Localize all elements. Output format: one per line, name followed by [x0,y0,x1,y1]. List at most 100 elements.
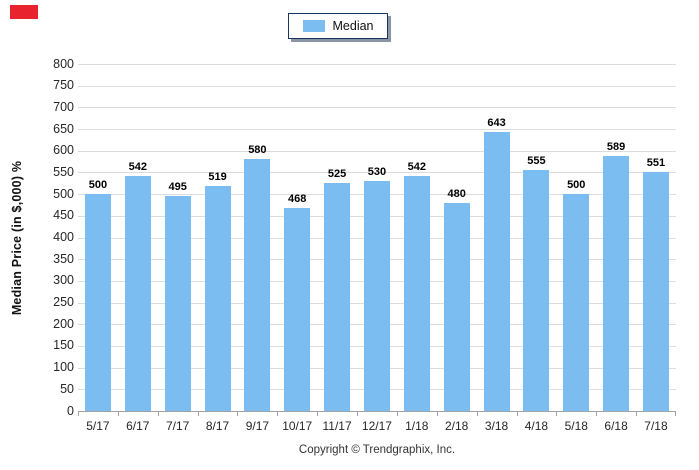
bar-1/18 [403,175,430,411]
bar-value-label: 525 [327,168,347,181]
y-tick-label: 800 [53,56,74,71]
x-axis-tick [317,412,318,416]
gridline [78,85,676,87]
bar-2/18 [443,202,470,411]
x-tick-label: 8/17 [205,419,230,433]
x-tick-label: 9/17 [245,419,270,433]
bar-6/18 [603,155,630,411]
x-axis-tick [118,412,119,416]
x-tick-label: 3/18 [484,419,509,433]
y-tick-label: 650 [53,121,74,136]
x-axis-tick [556,412,557,416]
x-axis-tick [277,412,278,416]
x-tick-label: 7/17 [165,419,190,433]
x-tick-label: 12/17 [361,419,392,433]
y-tick-label: 500 [53,186,74,201]
bar-slot: 468 [277,64,317,411]
y-tick-label: 350 [53,251,74,266]
y-tick-label: 250 [53,295,74,310]
bar-value-label: 580 [248,144,267,157]
x-axis-tick [636,412,637,416]
x-axis-tick [596,412,597,416]
x-axis-tick [158,412,159,416]
bar-slot: 519 [198,64,238,411]
copyright-text: Copyright © Trendgraphix, Inc. [298,444,456,456]
bar-value-label: 643 [487,117,506,130]
y-tick-label: 200 [53,316,74,331]
bar-slot: 525 [317,64,357,411]
bars-layer: 500 542 495 519 580 468 525 530 542 480 643 555 500 5… [78,64,676,411]
gridline [78,172,676,174]
gridline [78,150,676,152]
x-axis-tick [675,412,676,416]
x-tick-label: 2/18 [444,419,469,433]
bar-slot: 580 [237,64,277,411]
x-axis-tick [477,412,478,416]
gridline [78,129,676,131]
bar-slot: 643 [477,64,517,411]
bar-5/18 [563,194,590,411]
y-tick-label: 50 [60,381,74,396]
x-tick-label: 4/18 [524,419,549,433]
bar-value-label: 495 [168,181,187,194]
y-tick-label: 700 [53,99,74,114]
x-axis-tick [78,412,79,416]
y-axis-tick-labels: 0 50 100 150 200 250 300 350 400 450 500 550 600 650 7… [0,0,74,470]
bar-8/17 [204,185,231,411]
bar-value-label: 500 [88,179,108,192]
bar-value-label: 480 [447,187,466,200]
bar-slot: 542 [118,64,158,411]
x-tick-label: 6/18 [604,419,628,433]
bar-slot: 555 [516,64,556,411]
y-tick-label: 100 [53,360,74,375]
bar-value-label: 519 [208,170,227,183]
x-axis-tick [437,412,438,416]
x-axis-tick [397,412,398,416]
x-tick-label: 7/18 [644,419,668,433]
y-tick-label: 600 [53,143,74,158]
plot-area: 500 542 495 519 580 468 525 530 542 480 643 555 500 5… [78,64,676,433]
y-tick-label: 150 [53,338,74,353]
bar-slot: 480 [437,64,477,411]
bar-value-label: 468 [288,193,307,206]
bar-slot: 589 [596,64,636,411]
bar-value-label: 555 [527,155,546,168]
bar-slot: 500 [556,64,596,411]
bar-12/17 [363,181,390,411]
bar-11/17 [324,183,351,411]
bar-value-label: 542 [128,160,147,173]
gridline [78,107,676,109]
y-tick-label: 0 [67,403,74,418]
x-tick-label: 11/17 [322,419,352,433]
bar-10/17 [284,208,311,411]
bar-9/17 [244,159,271,411]
bar-6/17 [124,175,151,411]
bar-3/18 [483,132,510,411]
bar-5/17 [84,194,111,411]
y-tick-label: 450 [53,208,74,223]
y-tick-label: 550 [53,164,74,179]
y-tick-label: 300 [53,273,74,288]
red-marker [10,5,38,19]
bar-7/17 [164,196,191,411]
x-tick-label: 5/17 [86,419,110,433]
bar-slot: 500 [78,64,118,411]
x-axis-tick [517,412,518,416]
gridline [78,64,676,65]
bar-slot: 551 [636,64,676,411]
x-axis-tick [357,412,358,416]
legend-box: Median [288,13,388,39]
bar-value-label: 551 [646,157,666,170]
x-axis-tick [198,412,199,416]
bar-value-label: 542 [407,160,426,173]
x-tick-label: 1/18 [405,419,429,433]
bar-7/18 [642,172,669,411]
bar-slot: 542 [397,64,437,411]
x-tick-label: 10/17 [282,419,313,433]
bar-value-label: 589 [606,140,626,153]
legend-label-median: Median [332,19,374,33]
y-tick-label: 750 [53,78,74,93]
bar-value-label: 530 [367,166,387,179]
x-tick-label: 6/17 [126,419,150,433]
